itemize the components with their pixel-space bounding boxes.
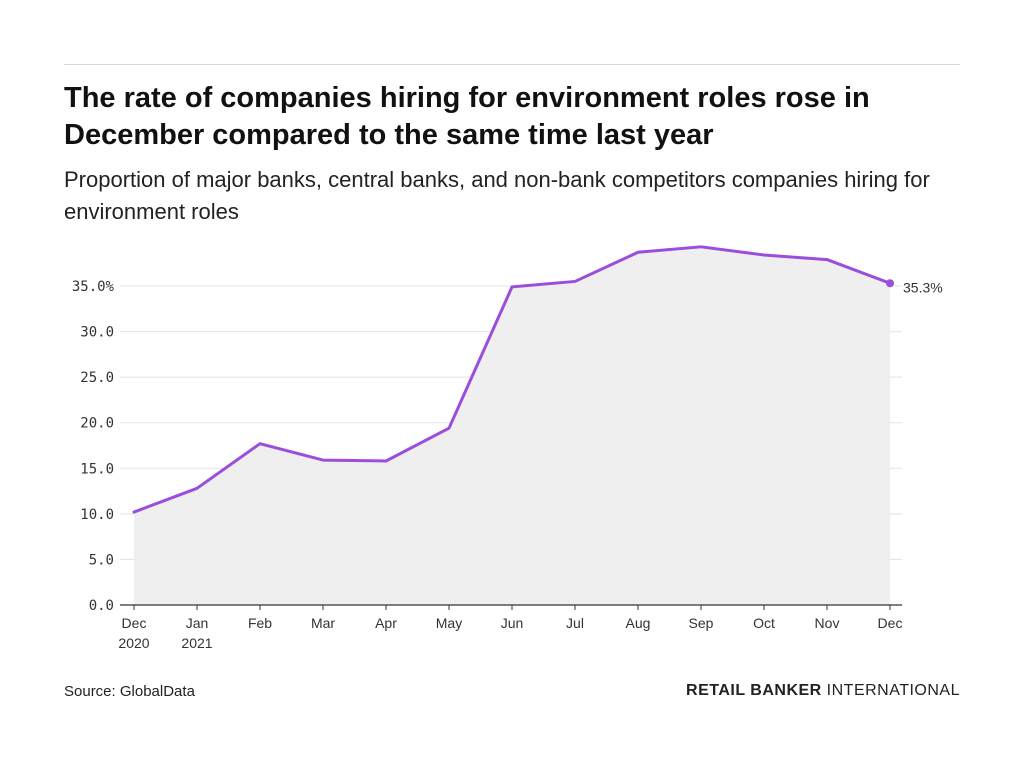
x-tick-sublabel: 2020 — [118, 635, 149, 651]
y-tick-label: 35.0% — [72, 279, 115, 295]
y-tick-label: 20.0 — [80, 416, 114, 432]
x-tick-label: Oct — [753, 615, 775, 631]
brand-logo: RETAIL BANKER INTERNATIONAL — [686, 682, 960, 700]
series-line — [132, 245, 892, 514]
x-tick-label: Sep — [689, 615, 714, 631]
y-tick-label: 30.0 — [80, 325, 114, 341]
chart-title: The rate of companies hiring for environ… — [64, 82, 870, 151]
x-tick-label: Mar — [311, 615, 335, 631]
y-tick-label: 5.0 — [89, 552, 114, 568]
chart-subtitle: Proportion of major banks, central banks… — [64, 167, 930, 224]
x-tick-label: May — [436, 615, 462, 631]
end-data-label: 35.3% — [903, 279, 943, 295]
brand-name-bold: RETAIL BANKER — [686, 682, 822, 699]
x-tick-label: Feb — [248, 615, 272, 631]
series-area — [134, 246, 890, 605]
x-tick-label: Jun — [501, 615, 524, 631]
y-tick-label: 0.0 — [89, 598, 114, 614]
x-tick-label: Dec — [122, 615, 147, 631]
x-tick-label: Jul — [566, 615, 584, 631]
x-tick-label: Aug — [626, 615, 651, 631]
x-tick-label: Dec — [878, 615, 903, 631]
y-tick-label: 25.0 — [80, 370, 114, 386]
brand-name-light: INTERNATIONAL — [826, 682, 960, 699]
end-point-marker — [886, 279, 894, 288]
y-tick-label: 10.0 — [80, 507, 114, 523]
source-note: Source: GlobalData — [64, 683, 195, 700]
x-tick-label: Jan — [186, 615, 209, 631]
x-tick-label: Nov — [815, 615, 840, 631]
top-rule — [64, 64, 960, 65]
x-tick-label: Apr — [375, 615, 397, 631]
x-tick-sublabel: 2021 — [181, 635, 212, 651]
y-tick-label: 15.0 — [80, 461, 114, 477]
